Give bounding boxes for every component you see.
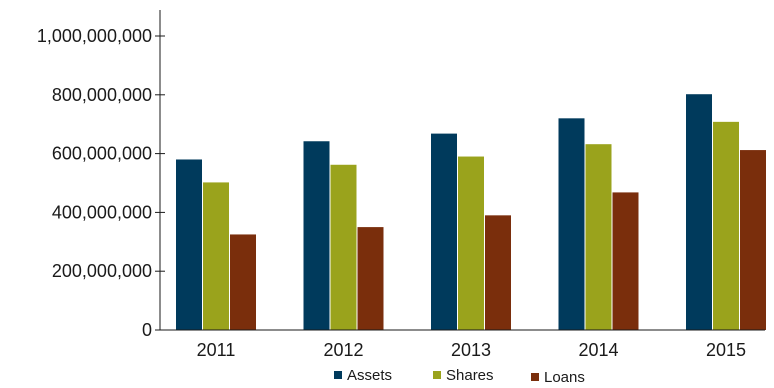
y-tick-label: 400,000,000 xyxy=(52,202,152,222)
x-tick-label: 2013 xyxy=(451,340,491,360)
axes-layer xyxy=(155,10,765,331)
legend-swatch-shares xyxy=(433,371,441,379)
legend-label-loans: Loans xyxy=(544,369,585,386)
legend-label-shares: Shares xyxy=(446,367,494,384)
bars-layer xyxy=(176,94,766,331)
y-tick-label: 1,000,000,000 xyxy=(37,26,152,46)
x-tick-label: 2012 xyxy=(323,340,363,360)
bar-shares-2013 xyxy=(458,156,484,330)
bar-loans-2012 xyxy=(357,227,384,330)
bar-assets-2014 xyxy=(558,118,585,330)
bar-shares-2011 xyxy=(203,182,229,330)
legend: Assets Shares Loans xyxy=(334,367,585,386)
y-tick-label: 200,000,000 xyxy=(52,261,152,281)
bar-loans-2015 xyxy=(740,150,766,330)
y-tick-label: 600,000,000 xyxy=(52,144,152,164)
legend-swatch-assets xyxy=(334,371,342,379)
labels-layer: 0 200,000,000 400,000,000 600,000,000 800,00… xyxy=(37,26,746,360)
y-tick-label: 800,000,000 xyxy=(52,85,152,105)
legend-swatch-loans xyxy=(531,373,539,381)
y-tick-label: 0 xyxy=(142,320,152,340)
bar-loans-2011 xyxy=(230,234,256,330)
x-tick-label: 2014 xyxy=(578,340,618,360)
bar-assets-2011 xyxy=(176,159,202,330)
x-tick-label: 2015 xyxy=(706,340,746,360)
bar-loans-2013 xyxy=(485,215,511,330)
bar-shares-2014 xyxy=(585,144,612,330)
bar-assets-2015 xyxy=(686,94,712,330)
bar-shares-2015 xyxy=(713,121,739,331)
bar-assets-2012 xyxy=(303,141,330,330)
bar-assets-2013 xyxy=(431,133,457,330)
bar-loans-2014 xyxy=(612,192,639,330)
x-tick-label: 2011 xyxy=(197,340,236,360)
legend-label-assets: Assets xyxy=(347,367,392,384)
bar-shares-2012 xyxy=(330,164,357,330)
